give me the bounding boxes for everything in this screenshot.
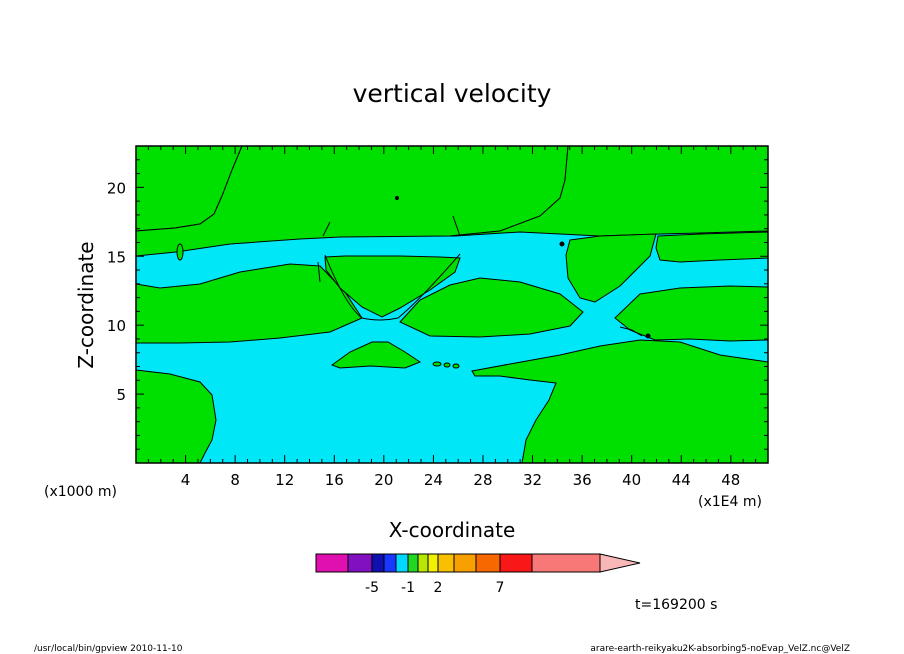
contour-dot <box>645 333 651 339</box>
colorbar-cell <box>499 553 533 573</box>
middle-center-band <box>399 277 584 338</box>
x-tick-label: 32 <box>523 471 542 489</box>
x-axis-ticks: 4 8 12 16 20 24 28 32 36 40 44 48 <box>147 146 769 489</box>
y-axis-ticks: 5 10 15 20 <box>107 145 768 450</box>
footer-program-info: /usr/local/bin/gpview 2010-11-10 <box>34 644 183 654</box>
colorbar-label: -1 <box>401 580 415 596</box>
time-label: t=169200 s <box>635 597 717 613</box>
colorbar-cell <box>531 553 601 573</box>
plot-area <box>135 145 769 464</box>
colorbar-cell <box>417 553 429 573</box>
small-cell <box>452 363 460 369</box>
x-tick-label: 16 <box>325 471 344 489</box>
right-middle-band <box>614 285 769 342</box>
x-tick-label: 48 <box>721 471 740 489</box>
upper-region-right <box>449 145 769 237</box>
right-upper-band <box>655 231 769 263</box>
colorbar-label: 2 <box>434 580 443 596</box>
footer-file-info: arare-earth-reikyaku2K-absorbing5-noEvap… <box>590 644 850 654</box>
colorbar-cell <box>347 553 373 573</box>
colorbar-labels: -5 -1 2 7 <box>365 580 504 596</box>
positive-velocity-regions <box>135 145 769 464</box>
colorbar-cell <box>407 553 419 573</box>
colorbar-label: -5 <box>365 580 379 596</box>
colorbar-cell <box>475 553 501 573</box>
y-axis-label: Z-coordinate <box>74 241 98 368</box>
small-cell <box>443 362 451 368</box>
x-tick-label: 4 <box>181 471 191 489</box>
colorbar-cell <box>383 553 397 573</box>
contour-line <box>452 215 461 237</box>
middle-left-band <box>135 263 363 344</box>
y-axis-units: (x1000 m) <box>44 484 117 500</box>
chart-title: vertical velocity <box>353 79 552 108</box>
small-cell <box>432 361 442 367</box>
y-tick-label: 10 <box>107 317 126 335</box>
right-dome <box>565 233 657 303</box>
x-tick-label: 24 <box>424 471 443 489</box>
x-tick-label: 20 <box>374 471 393 489</box>
colorbar-cell <box>453 553 477 573</box>
colorbar-overflow-arrow <box>599 553 641 573</box>
contour-line <box>322 221 331 237</box>
x-tick-label: 40 <box>622 471 641 489</box>
x-axis-units: (x1E4 m) <box>698 494 762 510</box>
small-cell <box>176 243 184 261</box>
plot-frame <box>135 145 769 464</box>
colorbar-cell <box>437 553 455 573</box>
contour-line <box>619 326 643 337</box>
small-bump <box>330 341 422 369</box>
colorbar-cell <box>395 553 409 573</box>
x-tick-label: 8 <box>230 471 240 489</box>
contour-lines <box>317 196 651 339</box>
contour-line <box>317 261 321 283</box>
contour-line <box>324 253 461 321</box>
colorbar-cell <box>315 553 349 573</box>
y-tick-label: 15 <box>107 248 126 266</box>
colorbar: -5 -1 2 7 <box>315 553 641 596</box>
colorbar-cell <box>427 553 439 573</box>
colorbar-cells <box>315 553 641 573</box>
contour-dot <box>559 241 565 247</box>
x-tick-label: 44 <box>672 471 691 489</box>
y-tick-label: 5 <box>116 386 126 404</box>
colorbar-label: 7 <box>496 580 505 596</box>
contour-dot <box>395 196 399 200</box>
y-tick-label: 20 <box>107 179 126 197</box>
x-tick-label: 12 <box>275 471 294 489</box>
x-axis-label: X-coordinate <box>389 518 516 542</box>
colorbar-cell <box>371 553 385 573</box>
x-tick-label: 36 <box>573 471 592 489</box>
x-tick-label: 28 <box>473 471 492 489</box>
